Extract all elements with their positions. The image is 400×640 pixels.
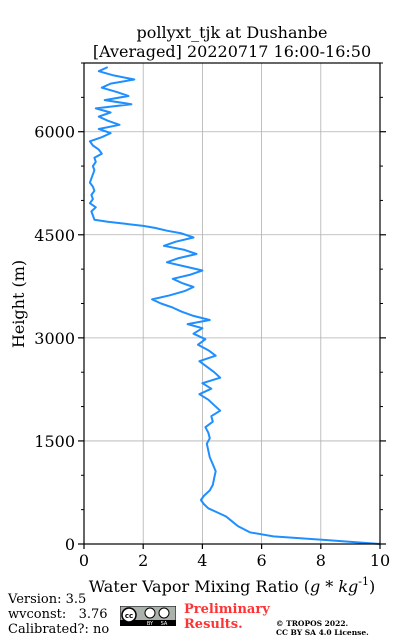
ticks: 0 2 4 6 8 10 0 1500 3000 4500 6000 xyxy=(34,62,390,570)
y-tick-label-3: 4500 xyxy=(34,226,75,245)
y-tick-label-4: 6000 xyxy=(34,123,75,142)
x-axis-label-exponent: -1 xyxy=(358,575,369,588)
version-text: Version: 3.5 xyxy=(8,592,87,607)
cc-by-text: BY xyxy=(147,621,154,626)
x-axis-label: Water Vapor Mixing Ratio (g * kg-1) xyxy=(89,575,376,596)
chart: pollyxt_tjk at Dushanbe [Averaged] 20220… xyxy=(9,23,390,596)
grid xyxy=(83,63,381,545)
y-tick-label-1: 1500 xyxy=(34,432,75,451)
cc-license-badge: cc BY SA xyxy=(120,606,176,626)
copyright-notice: © TROPOS 2022. CC BY SA 4.0 License. xyxy=(276,619,369,637)
chart-subtitle: [Averaged] 20220717 16:00-16:50 xyxy=(93,42,371,61)
preliminary-line1: Preliminary xyxy=(184,602,270,617)
y-axis-label: Height (m) xyxy=(9,260,28,348)
x-tick-label-0: 0 xyxy=(79,551,89,570)
processing-info: Version: 3.5 wvconst: 3.76 Calibrated?: … xyxy=(8,592,109,637)
series-line-0 xyxy=(88,66,381,545)
y-tick-label-0: 0 xyxy=(65,535,75,554)
x-axis-label-close: ) xyxy=(369,577,375,596)
cc-sa-text: SA xyxy=(161,621,168,626)
plot-frame xyxy=(83,62,381,545)
x-tick-label-5: 10 xyxy=(370,551,390,570)
copyright-line1: © TROPOS 2022. xyxy=(276,619,349,628)
chart-title: pollyxt_tjk at Dushanbe xyxy=(136,23,327,42)
x-tick-label-4: 8 xyxy=(316,551,326,570)
copyright-line2: CC BY SA 4.0 License. xyxy=(276,628,369,637)
preliminary-notice: Preliminary Results. xyxy=(184,602,270,632)
x-tick-label-3: 6 xyxy=(257,551,267,570)
x-axis-label-math: g * kg xyxy=(310,577,358,596)
y-tick-label-2: 3000 xyxy=(34,329,75,348)
calibrated-text: Calibrated?: no xyxy=(8,622,110,637)
series-group xyxy=(88,66,381,545)
x-tick-label-1: 2 xyxy=(138,551,148,570)
x-tick-label-2: 4 xyxy=(197,551,207,570)
wvconst-text: wvconst: 3.76 xyxy=(8,607,108,622)
cc-mark-text: cc xyxy=(125,612,133,620)
preliminary-line2: Results. xyxy=(184,617,243,632)
x-axis-label-text: Water Vapor Mixing Ratio ( xyxy=(89,577,310,596)
